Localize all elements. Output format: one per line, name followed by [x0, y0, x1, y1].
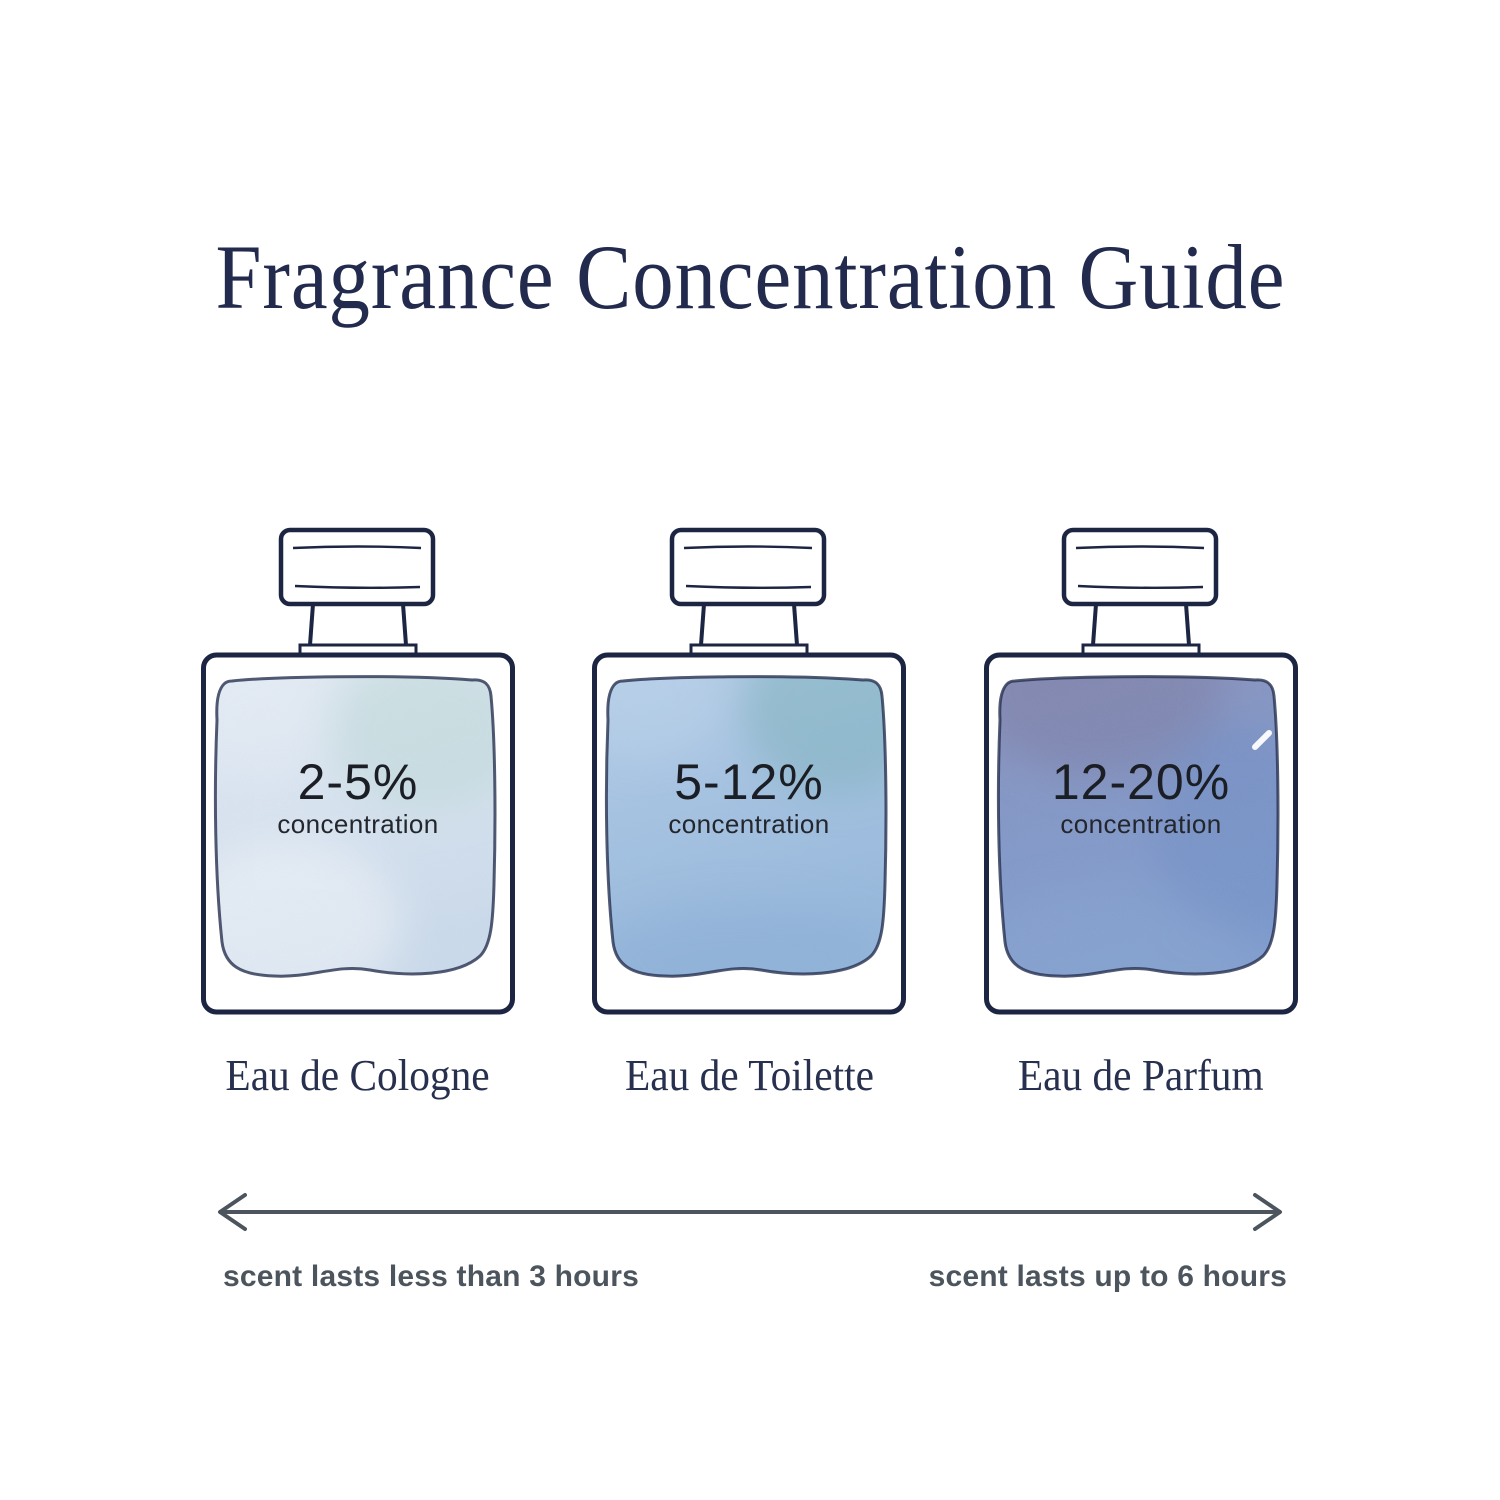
perfume-bottle-illustration — [983, 524, 1299, 1016]
timeline-caption-left: scent lasts less than 3 hours — [223, 1260, 639, 1293]
concentration-label: concentration — [668, 809, 830, 839]
concentration-label: concentration — [1060, 809, 1222, 839]
bottle-text-block: 12-20% concentration — [983, 755, 1299, 839]
bottle-name-label: Eau de Parfum — [1018, 1051, 1264, 1100]
liquid-watercolor-texture — [606, 676, 887, 977]
page-title-text: Fragrance Concentration Guide — [215, 226, 1285, 328]
concentration-percent: 12-20% — [1051, 754, 1231, 810]
concentration-label: concentration — [277, 809, 439, 839]
page-title: Fragrance Concentration Guide — [0, 222, 1500, 332]
perfume-bottle-illustration — [591, 524, 907, 1016]
bottle-column-eau-de-cologne: 2-5% concentration Eau de Cologne — [168, 524, 548, 1144]
concentration-percent: 5-12% — [674, 754, 824, 810]
double-headed-arrow-icon — [218, 1193, 1282, 1231]
sparkle-icon — [1252, 730, 1272, 750]
bottle-column-eau-de-toilette: 5-12% concentration Eau de Toilette — [559, 524, 939, 1144]
timeline-captions: scent lasts less than 3 hours scent last… — [205, 1259, 1287, 1295]
bottle-text-block: 5-12% concentration — [591, 755, 907, 839]
concentration-percent: 2-5% — [297, 754, 419, 810]
bottle-name-label: Eau de Toilette — [624, 1051, 874, 1100]
timeline-caption-right: scent lasts up to 6 hours — [928, 1260, 1287, 1293]
liquid-watercolor-texture — [998, 676, 1279, 977]
bottle-name-label: Eau de Cologne — [225, 1051, 491, 1100]
perfume-bottle-illustration — [200, 524, 516, 1016]
bottle-text-block: 2-5% concentration — [200, 755, 516, 839]
bottle-column-eau-de-parfum: 12-20% concentration Eau de Parfum — [951, 524, 1331, 1144]
